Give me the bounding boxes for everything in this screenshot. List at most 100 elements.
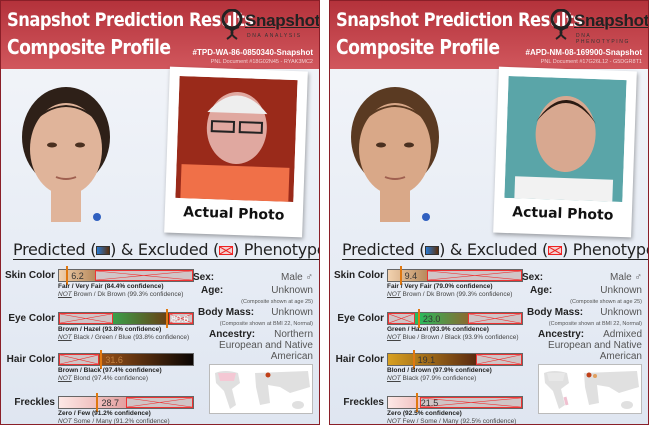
heading-text: Predicted ( [13, 240, 97, 259]
prediction-value: 21.5 [420, 398, 439, 408]
predicted-text: Green / Hazel (93.9% confidence) [387, 326, 489, 333]
predicted-text: Fair / Very Fair (79.0% confidence) [387, 283, 493, 290]
prediction-marker [66, 266, 69, 285]
pnl-document: PNL Document #17G26L12 - G5DGR8T1 [540, 59, 642, 65]
excluded-text: NOT Blond (97.4% confidence) [58, 375, 148, 382]
excluded-detail: Black (97.9% confidence) [402, 375, 477, 382]
excluded-text: NOT Brown / Dk Brown (99.3% confidence) [387, 291, 512, 298]
excluded-text: NOT Black / Green / Blue (93.8% confiden… [58, 334, 189, 341]
actual-photo-card: Actual Photo [164, 66, 308, 238]
predicted-text: Brown / Black (97.4% confidence) [58, 367, 162, 374]
prediction-marker [166, 309, 168, 328]
body-mass-label: Body Mass: [198, 307, 255, 318]
excluded-range [168, 313, 193, 324]
freckles-bar: 28.7 [58, 393, 194, 412]
trait-label: Eye Color [337, 313, 384, 324]
excluded-range [126, 397, 193, 408]
excluded-range [476, 354, 522, 365]
not-label: NOT [58, 334, 72, 341]
excluded-text: NOT Blue / Brown / Black (93.9% confiden… [387, 334, 519, 341]
age-value: Unknown [271, 285, 313, 296]
case-id: #APD-NM-08-169900-Snapshot [525, 48, 642, 57]
sex-value: Male ♂ [610, 272, 642, 283]
skin-bar: 6.2 [58, 266, 194, 285]
predicted-text: Fair / Very Fair (84.4% confidence) [58, 283, 164, 290]
composite-face [340, 77, 450, 227]
ancestry-value: Admixed European and Native American [548, 329, 642, 362]
trait-label: Skin Color [4, 270, 55, 281]
dna-icon [550, 8, 572, 46]
header: Snapshot Prediction Results Composite Pro… [1, 1, 319, 69]
prediction-value: 23.0 [422, 314, 441, 324]
sex-label: Sex: [522, 272, 544, 283]
predicted-range [59, 270, 96, 281]
freckles-bar: 21.5 [387, 393, 523, 412]
body-mass-note: (Composite shown at BMI 22, Normal) [548, 321, 642, 327]
body-mass-note: (Composite shown at BMI 22, Normal) [219, 321, 313, 327]
logo-tagline: DNA PHENOTYPING [576, 33, 630, 45]
trait-label: Eye Color [8, 313, 55, 324]
phenotypes-heading: Predicted () & Excluded () Phenotypes [13, 240, 319, 260]
excluded-text: NOT Some / Many (91.2% confidence) [58, 418, 170, 425]
excluded-range [95, 270, 193, 281]
actual-photo-card: Actual Photo [493, 66, 637, 238]
not-label: NOT [387, 418, 401, 425]
age-label: Age: [201, 285, 224, 296]
eye-bar: 23.0 [387, 309, 523, 328]
not-label: NOT [58, 291, 72, 298]
not-label: NOT [387, 375, 401, 382]
logo-name: Snapshot [574, 11, 649, 30]
age-note: (Composite shown at age 25) [241, 299, 313, 305]
excluded-detail: Brown / Dk Brown (99.3% confidence) [402, 291, 513, 298]
excluded-range [388, 313, 415, 324]
trait-label: Freckles [343, 397, 384, 408]
photo-caption: Actual Photo [512, 204, 614, 224]
predicted-text: Brown / Hazel (93.8% confidence) [58, 326, 162, 333]
age-note: (Composite shown at age 25) [570, 299, 642, 305]
excluded-range [59, 313, 113, 324]
header: Snapshot Prediction Results Composite Pro… [330, 1, 648, 69]
excluded-detail: Few / Some / Many (92.5% confidence) [402, 418, 517, 425]
dna-icon [221, 8, 243, 46]
trait-label: Hair Color [335, 354, 384, 365]
pnl-document: PNL Document #18G02N45 - RYAK3MC2 [210, 59, 313, 65]
age-label: Age: [530, 285, 553, 296]
prediction-marker [412, 350, 415, 369]
age-row: Age: Unknown [522, 285, 642, 297]
not-label: NOT [58, 375, 72, 382]
prediction-marker [415, 393, 418, 412]
prediction-value: 80.6 [171, 314, 189, 324]
trait-label: Hair Color [6, 354, 55, 365]
predicted-text: Zero (92.5% confidence) [387, 410, 462, 417]
subtitle: Composite Profile [7, 35, 171, 59]
excluded-text: NOT Few / Some / Many (92.5% confidence) [387, 418, 517, 425]
title: Snapshot Prediction Results [336, 9, 583, 31]
profile-panel: Snapshot Prediction Results Composite Pro… [0, 0, 320, 425]
logo-tagline: DNA ANALYSIS [247, 33, 302, 39]
excluded-detail: Some / Many (91.2% confidence) [73, 418, 170, 425]
predicted-range [388, 354, 477, 365]
photo-caption: Actual Photo [183, 204, 285, 224]
sex-row: Sex: Male ♂ [522, 272, 642, 284]
title: Snapshot Prediction Results [7, 9, 254, 31]
trait-label: Skin Color [333, 270, 384, 281]
excluded-detail: Black / Green / Blue (93.8% confidence) [73, 334, 190, 341]
ancestry-label: Ancestry: [209, 329, 256, 340]
excluded-text: NOT Brown / Dk Brown (99.3% confidence) [58, 291, 183, 298]
excluded-detail: Blue / Brown / Black (93.9% confidence) [402, 334, 519, 341]
snapshot-logo: Snapshot DNA ANALYSIS [221, 8, 319, 46]
hair-bar: 19.1 [387, 350, 523, 369]
trait-label: Freckles [14, 397, 55, 408]
heading-text: Predicted ( [342, 240, 426, 259]
subtitle: Composite Profile [336, 35, 500, 59]
heading-text: ) Phenotypes [233, 240, 319, 259]
case-id: #TPD-WA-86-0850340-Snapshot [192, 48, 313, 57]
prediction-marker [96, 393, 99, 412]
prediction-value: 28.7 [101, 398, 119, 408]
ancestry-value: Northern European and Native American [219, 329, 313, 362]
excluded-swatch-icon [548, 246, 562, 255]
actual-photo [175, 75, 298, 203]
skin-bar: 9.4 [387, 266, 523, 285]
actual-photo [504, 75, 627, 203]
predicted-swatch-icon [425, 246, 440, 255]
